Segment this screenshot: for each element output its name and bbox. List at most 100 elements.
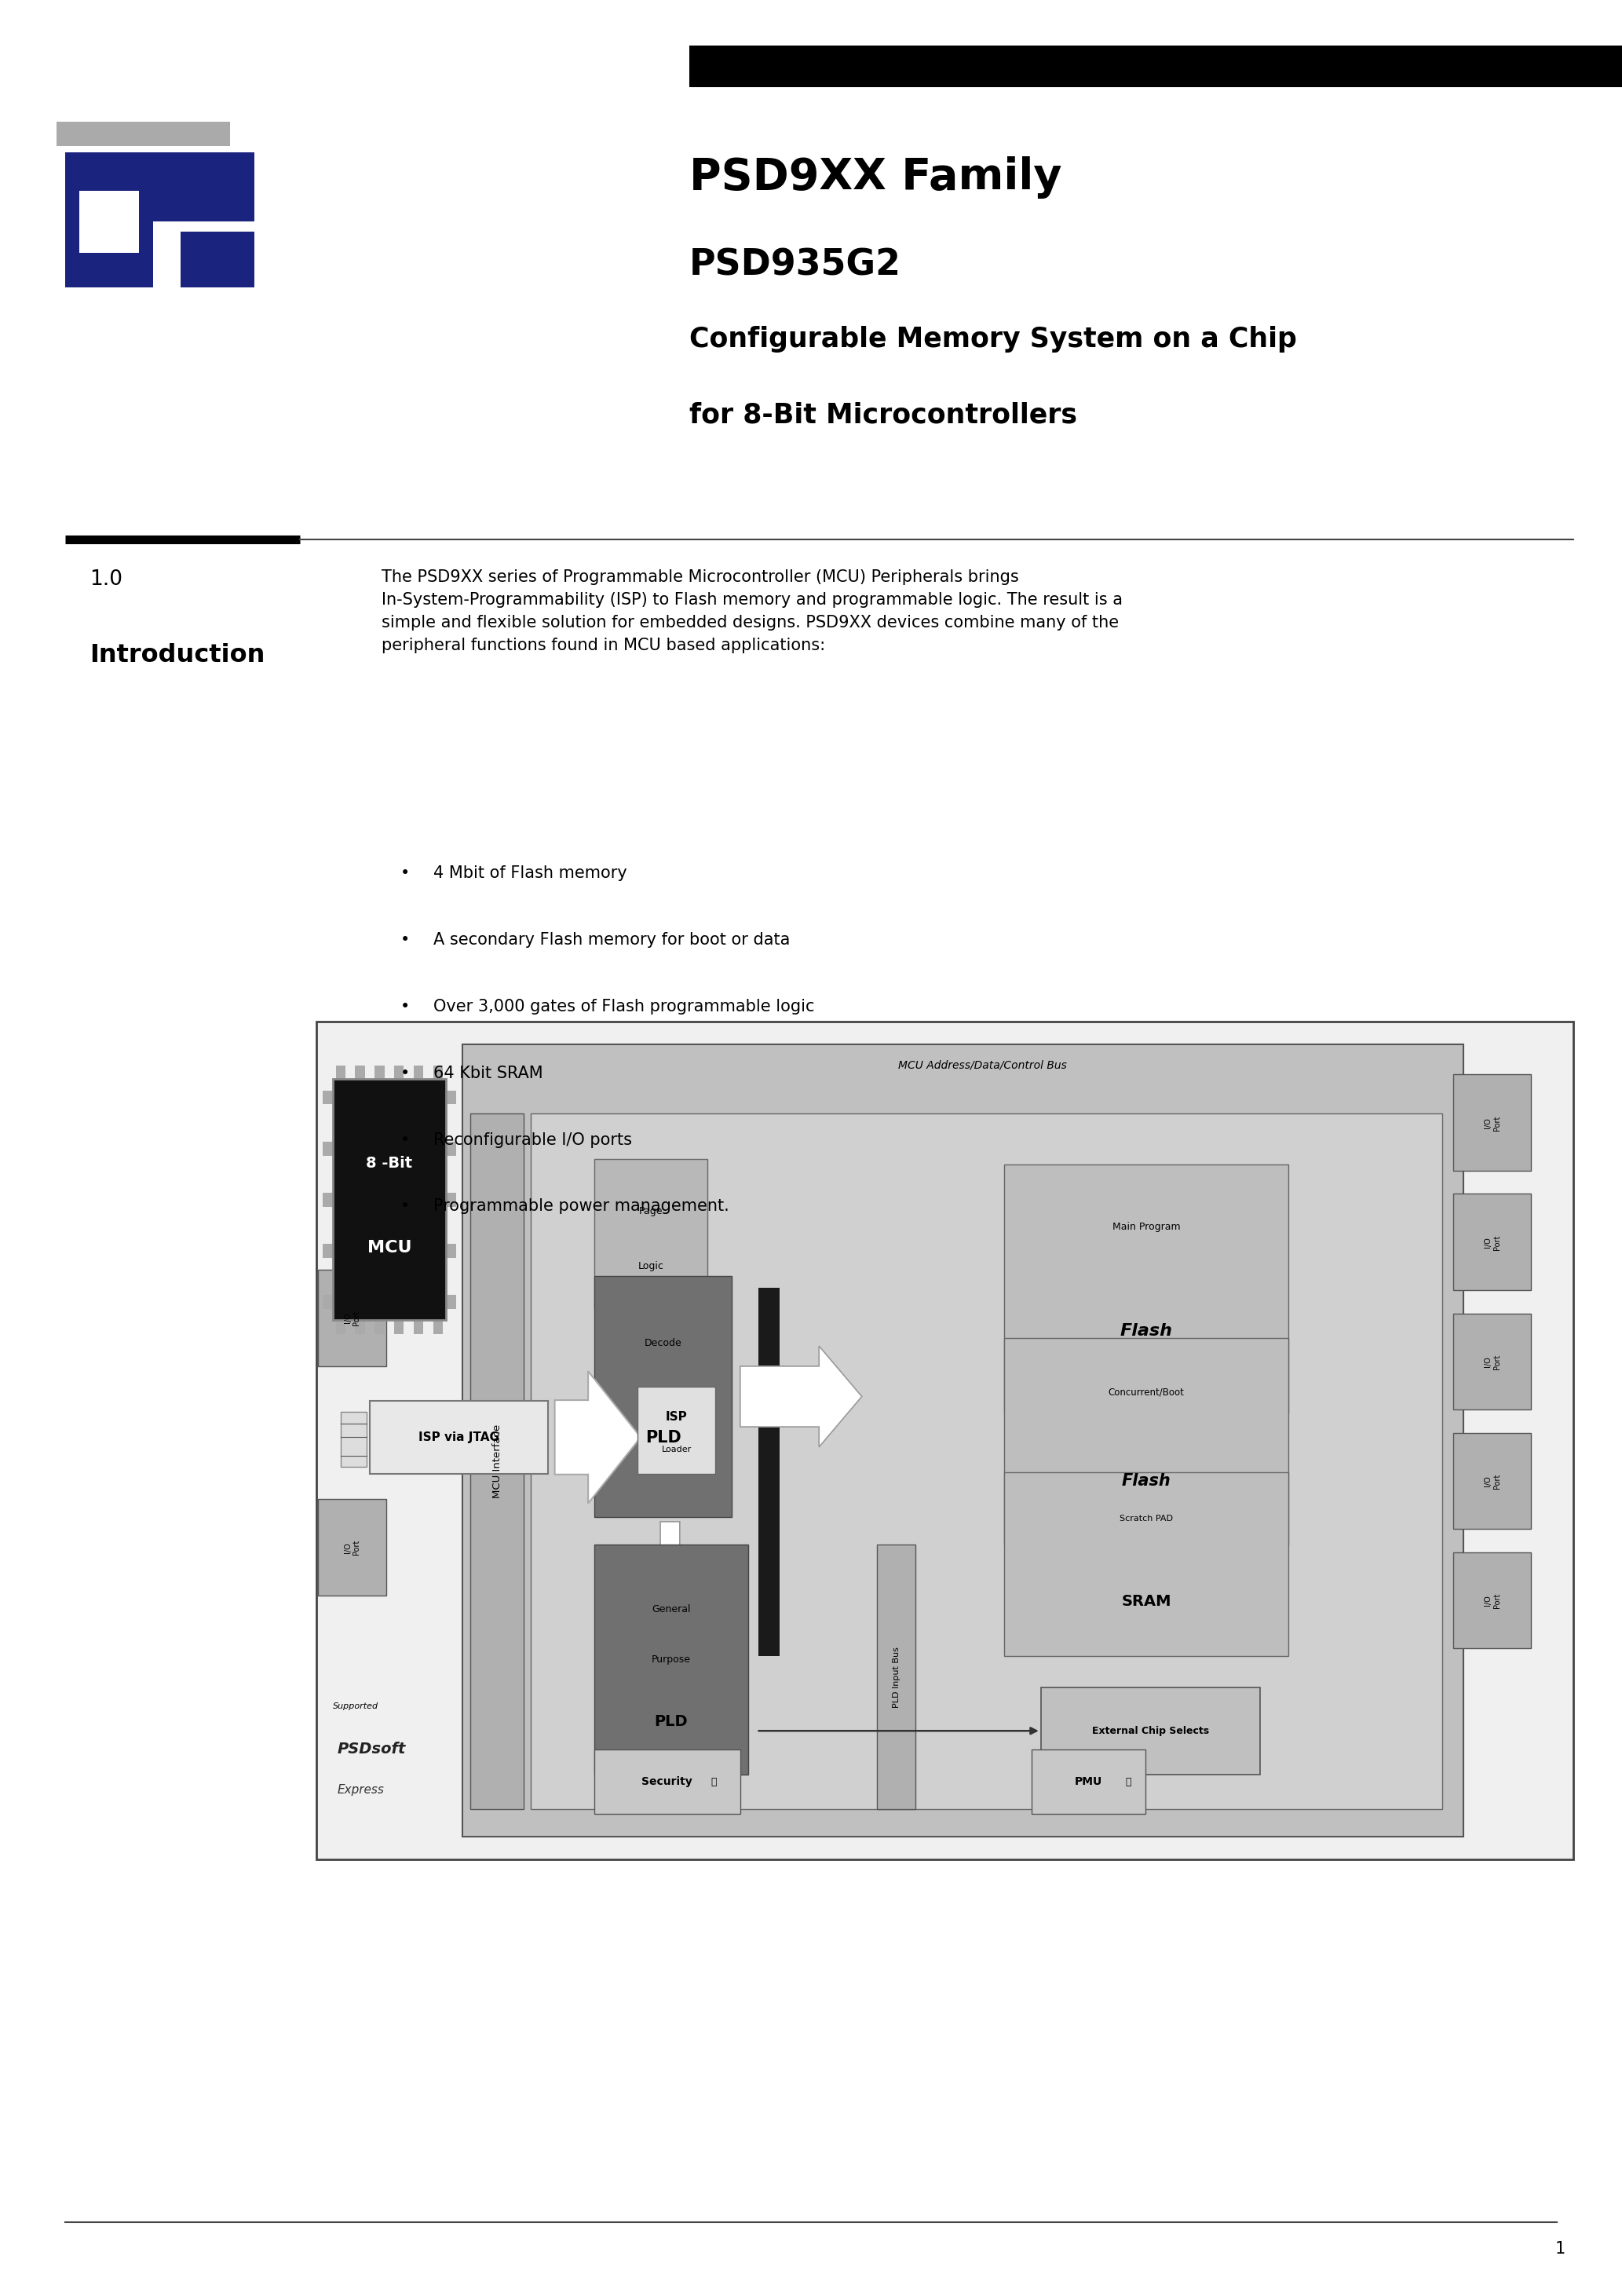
Text: PSD935G2: PSD935G2 [689,248,902,282]
FancyBboxPatch shape [637,1387,715,1474]
Text: Supported: Supported [333,1704,378,1711]
FancyBboxPatch shape [318,1270,386,1366]
FancyBboxPatch shape [375,1320,384,1334]
Text: I/O
Port: I/O Port [1484,1355,1500,1368]
FancyBboxPatch shape [414,1320,423,1334]
FancyBboxPatch shape [470,1114,524,1809]
FancyBboxPatch shape [323,1295,333,1309]
Text: I/O
Port: I/O Port [1484,1593,1500,1607]
FancyBboxPatch shape [1041,1688,1260,1775]
FancyBboxPatch shape [65,152,154,287]
Text: I/O
Port: I/O Port [1484,1116,1500,1130]
Text: 1.0: 1.0 [89,569,122,590]
Text: ISP: ISP [665,1412,688,1424]
Text: Reconfigurable I/O ports: Reconfigurable I/O ports [433,1132,631,1148]
Text: I/O
Port: I/O Port [1484,1235,1500,1249]
FancyBboxPatch shape [336,1065,345,1079]
Text: I/O
Port: I/O Port [344,1311,360,1325]
Text: I/O
Port: I/O Port [1484,1474,1500,1488]
Polygon shape [555,1371,641,1504]
Text: I/O
Port: I/O Port [344,1541,360,1554]
FancyBboxPatch shape [446,1141,456,1155]
FancyBboxPatch shape [446,1244,456,1258]
Text: Logic: Logic [637,1261,663,1272]
FancyBboxPatch shape [138,152,255,223]
Text: Express: Express [337,1784,384,1795]
Text: Introduction: Introduction [89,643,264,668]
Polygon shape [650,1522,689,1637]
Text: Scratch PAD: Scratch PAD [1119,1515,1173,1522]
FancyBboxPatch shape [355,1065,365,1079]
Text: MCU: MCU [367,1240,412,1256]
Text: ISP via JTAG: ISP via JTAG [418,1430,500,1444]
Text: PLD Input Bus: PLD Input Bus [892,1646,900,1708]
Text: Page: Page [639,1205,663,1217]
Text: External Chip Selects: External Chip Selects [1092,1727,1208,1736]
FancyBboxPatch shape [433,1320,443,1334]
Text: •: • [401,1065,410,1081]
FancyBboxPatch shape [462,1045,1463,1837]
Text: •: • [401,999,410,1015]
Text: 🔒: 🔒 [1126,1777,1131,1786]
FancyBboxPatch shape [1004,1472,1288,1655]
FancyBboxPatch shape [878,1545,916,1809]
Text: 8 -Bit: 8 -Bit [367,1157,412,1171]
FancyBboxPatch shape [333,1079,446,1320]
FancyBboxPatch shape [316,1022,1573,1860]
Polygon shape [740,1345,861,1446]
FancyBboxPatch shape [323,1194,333,1208]
Text: •: • [401,1132,410,1148]
FancyBboxPatch shape [530,1114,1442,1809]
Text: Purpose: Purpose [652,1655,691,1665]
FancyBboxPatch shape [1004,1339,1288,1545]
FancyBboxPatch shape [446,1091,456,1104]
Text: 🔒: 🔒 [710,1777,717,1786]
Text: PMU: PMU [1075,1777,1103,1786]
FancyBboxPatch shape [594,1159,707,1309]
FancyBboxPatch shape [414,1065,423,1079]
Text: MCU Interface: MCU Interface [491,1424,503,1499]
FancyBboxPatch shape [446,1194,456,1208]
FancyBboxPatch shape [1453,1313,1531,1410]
FancyBboxPatch shape [394,1065,404,1079]
Text: •: • [401,932,410,948]
Text: The PSD9XX series of Programmable Microcontroller (MCU) Peripherals brings
In-Sy: The PSD9XX series of Programmable Microc… [381,569,1122,652]
Text: 64 Kbit SRAM: 64 Kbit SRAM [433,1065,543,1081]
Text: MCU Address/Data/Control Bus: MCU Address/Data/Control Bus [899,1058,1067,1070]
Text: Flash: Flash [1122,1474,1171,1488]
Text: Loader: Loader [662,1446,691,1453]
Text: Configurable Memory System on a Chip: Configurable Memory System on a Chip [689,326,1298,354]
Text: PLD: PLD [655,1715,688,1729]
Text: PLD: PLD [646,1430,681,1446]
Text: A secondary Flash memory for boot or data: A secondary Flash memory for boot or dat… [433,932,790,948]
Text: 4 Mbit of Flash memory: 4 Mbit of Flash memory [433,866,626,882]
Text: General: General [652,1605,691,1614]
FancyBboxPatch shape [594,1545,748,1775]
Text: Main Program: Main Program [1113,1221,1181,1233]
FancyBboxPatch shape [446,1295,456,1309]
FancyBboxPatch shape [57,122,230,147]
Text: Programmable power management.: Programmable power management. [433,1199,728,1215]
Text: Security: Security [642,1777,693,1786]
FancyBboxPatch shape [323,1091,333,1104]
Text: •: • [401,866,410,882]
FancyBboxPatch shape [323,1244,333,1258]
FancyBboxPatch shape [182,232,255,287]
FancyBboxPatch shape [594,1277,732,1518]
FancyBboxPatch shape [1032,1750,1145,1814]
FancyBboxPatch shape [1453,1552,1531,1649]
Text: Flash: Flash [1121,1322,1173,1339]
FancyBboxPatch shape [689,46,1622,87]
FancyBboxPatch shape [433,1065,443,1079]
FancyBboxPatch shape [336,1320,345,1334]
Text: PSDsoft: PSDsoft [337,1743,406,1756]
FancyBboxPatch shape [1004,1164,1288,1412]
FancyBboxPatch shape [757,1288,779,1655]
Text: Decode: Decode [644,1339,681,1348]
Text: 1: 1 [1555,2241,1565,2257]
FancyBboxPatch shape [394,1320,404,1334]
Text: •: • [401,1199,410,1215]
Text: Over 3,000 gates of Flash programmable logic: Over 3,000 gates of Flash programmable l… [433,999,814,1015]
FancyBboxPatch shape [594,1750,740,1814]
Text: for 8-Bit Microcontrollers: for 8-Bit Microcontrollers [689,402,1077,429]
